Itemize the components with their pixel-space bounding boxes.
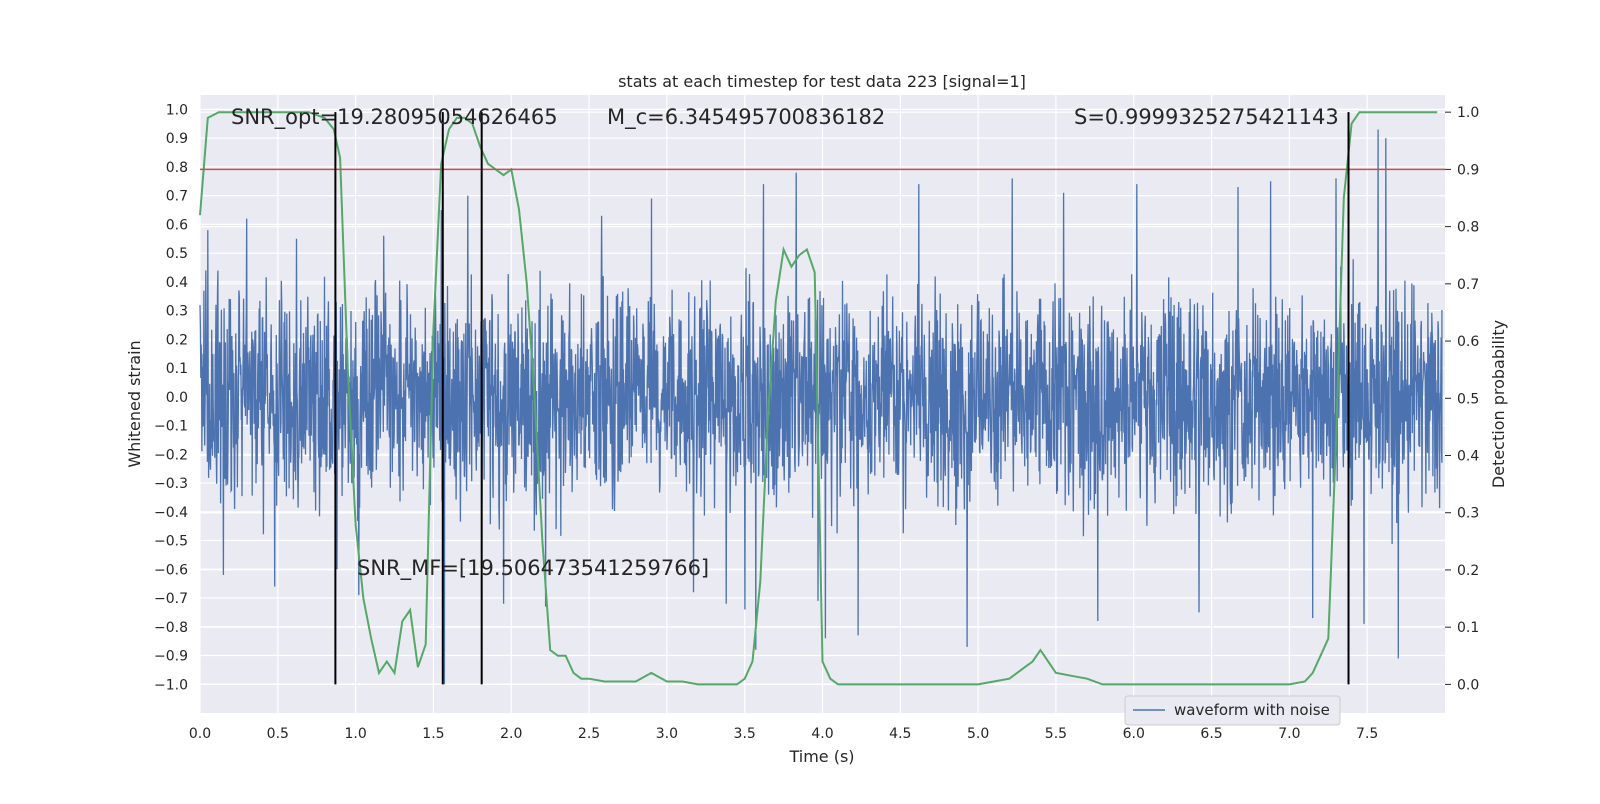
legend: waveform with noise xyxy=(1124,695,1341,726)
x-tick-label: 3.5 xyxy=(734,726,756,742)
series-detection-probability xyxy=(199,111,1438,686)
y-axis-label-left: Whitened strain xyxy=(125,340,144,467)
y-tick-label-left: 1.0 xyxy=(166,102,188,118)
y-tick-label-left: 0.3 xyxy=(166,304,188,320)
x-tick-label: 5.0 xyxy=(967,726,989,742)
x-tick-label: 4.0 xyxy=(811,726,833,742)
y-tick-label-left: 0.8 xyxy=(166,160,188,176)
y-tick-label-right: 0.4 xyxy=(1457,449,1479,465)
y-tick-label-left: −0.5 xyxy=(154,534,188,550)
legend-label: waveform with noise xyxy=(1174,701,1330,719)
annotation-snr-mf: SNR_MF=[19.506473541259766] xyxy=(357,556,709,581)
y-tick-label-right: 1.0 xyxy=(1457,105,1479,121)
y-tick-label-right: 0.1 xyxy=(1457,620,1479,636)
y-tick-label-left: 0.1 xyxy=(166,361,188,377)
y-tick-label-left: −0.8 xyxy=(154,620,188,636)
y-tick-label-left: −0.9 xyxy=(154,649,188,665)
y-axis-label-right: Detection probability xyxy=(1489,320,1508,488)
y-tick-label-right: 0.9 xyxy=(1457,162,1479,178)
x-tick-label: 6.0 xyxy=(1123,726,1145,742)
y-tick-label-left: −0.6 xyxy=(154,562,188,578)
annotation-snr-opt: SNR_opt=19.28095054626465 xyxy=(231,105,558,130)
y-tick-label-left: −0.2 xyxy=(154,447,188,463)
marker-lines xyxy=(200,112,1445,685)
x-tick-label: 1.0 xyxy=(344,726,366,742)
y-tick-label-right: 0.6 xyxy=(1457,334,1479,350)
probability-series xyxy=(199,111,1438,686)
tick-labels: 0.0 0.5 1.0 1.5 2.0 2.5 3.0 3.5 4.0 4.5 5.0 5.5 6.0 6… xyxy=(154,102,1479,742)
x-tick-label: 4.5 xyxy=(889,726,911,742)
y-tick-label-left: 0.0 xyxy=(166,390,188,406)
noise-series xyxy=(199,129,1443,685)
x-tick-label: 3.0 xyxy=(656,726,678,742)
x-tick-label: 1.5 xyxy=(422,726,444,742)
y-tick-label-left: 0.9 xyxy=(166,131,188,147)
x-tick-label: 7.0 xyxy=(1278,726,1300,742)
series-waveform-with-noise xyxy=(199,129,1443,685)
x-tick-label: 0.5 xyxy=(267,726,289,742)
x-tick-label: 6.5 xyxy=(1200,726,1222,742)
y-tick-label-right: 0.8 xyxy=(1457,220,1479,236)
y-tick-label-left: 0.4 xyxy=(166,275,188,291)
chart-title: stats at each timestep for test data 223… xyxy=(618,72,1026,91)
legend-box xyxy=(1124,695,1341,726)
y-tick-label-right: 0.7 xyxy=(1457,277,1479,293)
y-tick-label-left: 0.5 xyxy=(166,246,188,262)
y-tick-label-left: 0.2 xyxy=(166,332,188,348)
y-tick-label-left: −0.7 xyxy=(154,591,188,607)
y-tick-label-right: 0.5 xyxy=(1457,391,1479,407)
x-tick-label: 2.5 xyxy=(578,726,600,742)
y-tick-label-left: −0.3 xyxy=(154,476,188,492)
y-tick-label-left: 0.6 xyxy=(166,217,188,233)
y-tick-label-right: 0.0 xyxy=(1457,677,1479,693)
y-tick-label-left: −1.0 xyxy=(154,677,188,693)
x-tick-label: 2.0 xyxy=(500,726,522,742)
x-tick-label: 7.5 xyxy=(1356,726,1378,742)
y-tick-label-left: 0.7 xyxy=(166,189,188,205)
x-tick-label: 5.5 xyxy=(1045,726,1067,742)
annotation-chirp-mass: M_c=6.345495700836182 xyxy=(607,105,885,130)
x-tick-label: 0.0 xyxy=(189,726,211,742)
x-axis-label: Time (s) xyxy=(788,747,854,766)
annotation-overlap: S=0.9999325275421143 xyxy=(1074,105,1339,129)
y-tick-label-left: −0.1 xyxy=(154,419,188,435)
y-tick-label-right: 0.2 xyxy=(1457,563,1479,579)
y-tick-label-right: 0.3 xyxy=(1457,506,1479,522)
y-tick-label-left: −0.4 xyxy=(154,505,188,521)
